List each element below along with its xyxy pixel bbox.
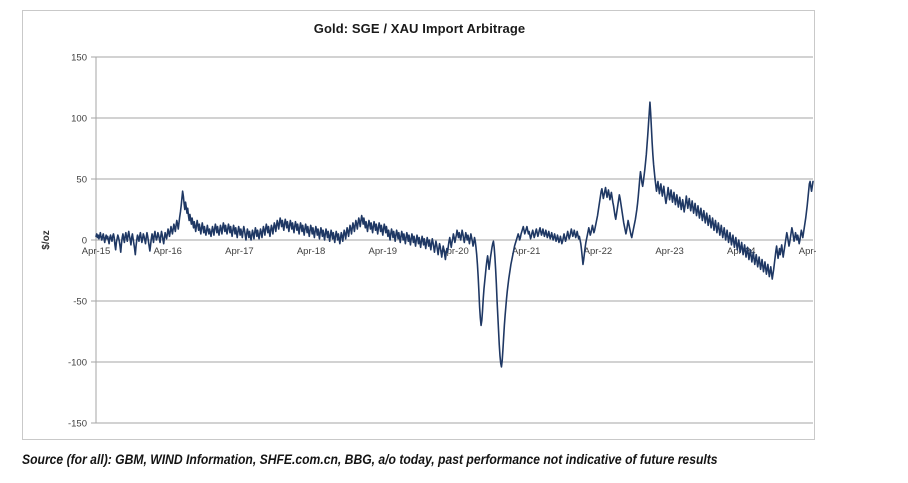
y-tick-label: -50 [73,297,87,308]
source-note: Source (for all): GBM, WIND Information,… [22,452,718,467]
chart-figure: Gold: SGE / XAU Import Arbitrage 150 100 5… [22,10,816,440]
x-tick-label: Apr-18 [297,246,326,257]
x-tick-label: Apr-16 [153,246,182,257]
y-tick-label: -150 [68,419,87,430]
y-tick-label: 0 [82,236,87,247]
x-tick-label: Apr-23 [655,246,684,257]
x-tick-label: Apr-20 [440,246,469,257]
y-axis-title: $/oz [41,230,52,249]
chart-title: Gold: SGE / XAU Import Arbitrage [313,21,526,36]
x-tick-label: Apr-21 [512,246,541,257]
x-tick-label: Apr-22 [584,246,613,257]
x-tick-label: Apr-19 [369,246,398,257]
x-tick-label: Apr-24 [727,246,756,257]
x-tick-label: Apr-25 [799,246,816,257]
x-tick-label: Apr-17 [225,246,254,257]
y-tick-label: -100 [68,358,87,369]
chart-plot-area: 150 100 50 0 -50 -100 -150 $/oz Apr-15 Apr-16 Apr-… [41,53,816,430]
y-tick-label: 100 [71,114,87,125]
x-tick-label: Apr-15 [82,246,111,257]
y-tick-label: 50 [76,175,87,186]
series-line-sge-xau-arbitrage [95,101,814,368]
y-tick-label: 150 [71,53,87,64]
